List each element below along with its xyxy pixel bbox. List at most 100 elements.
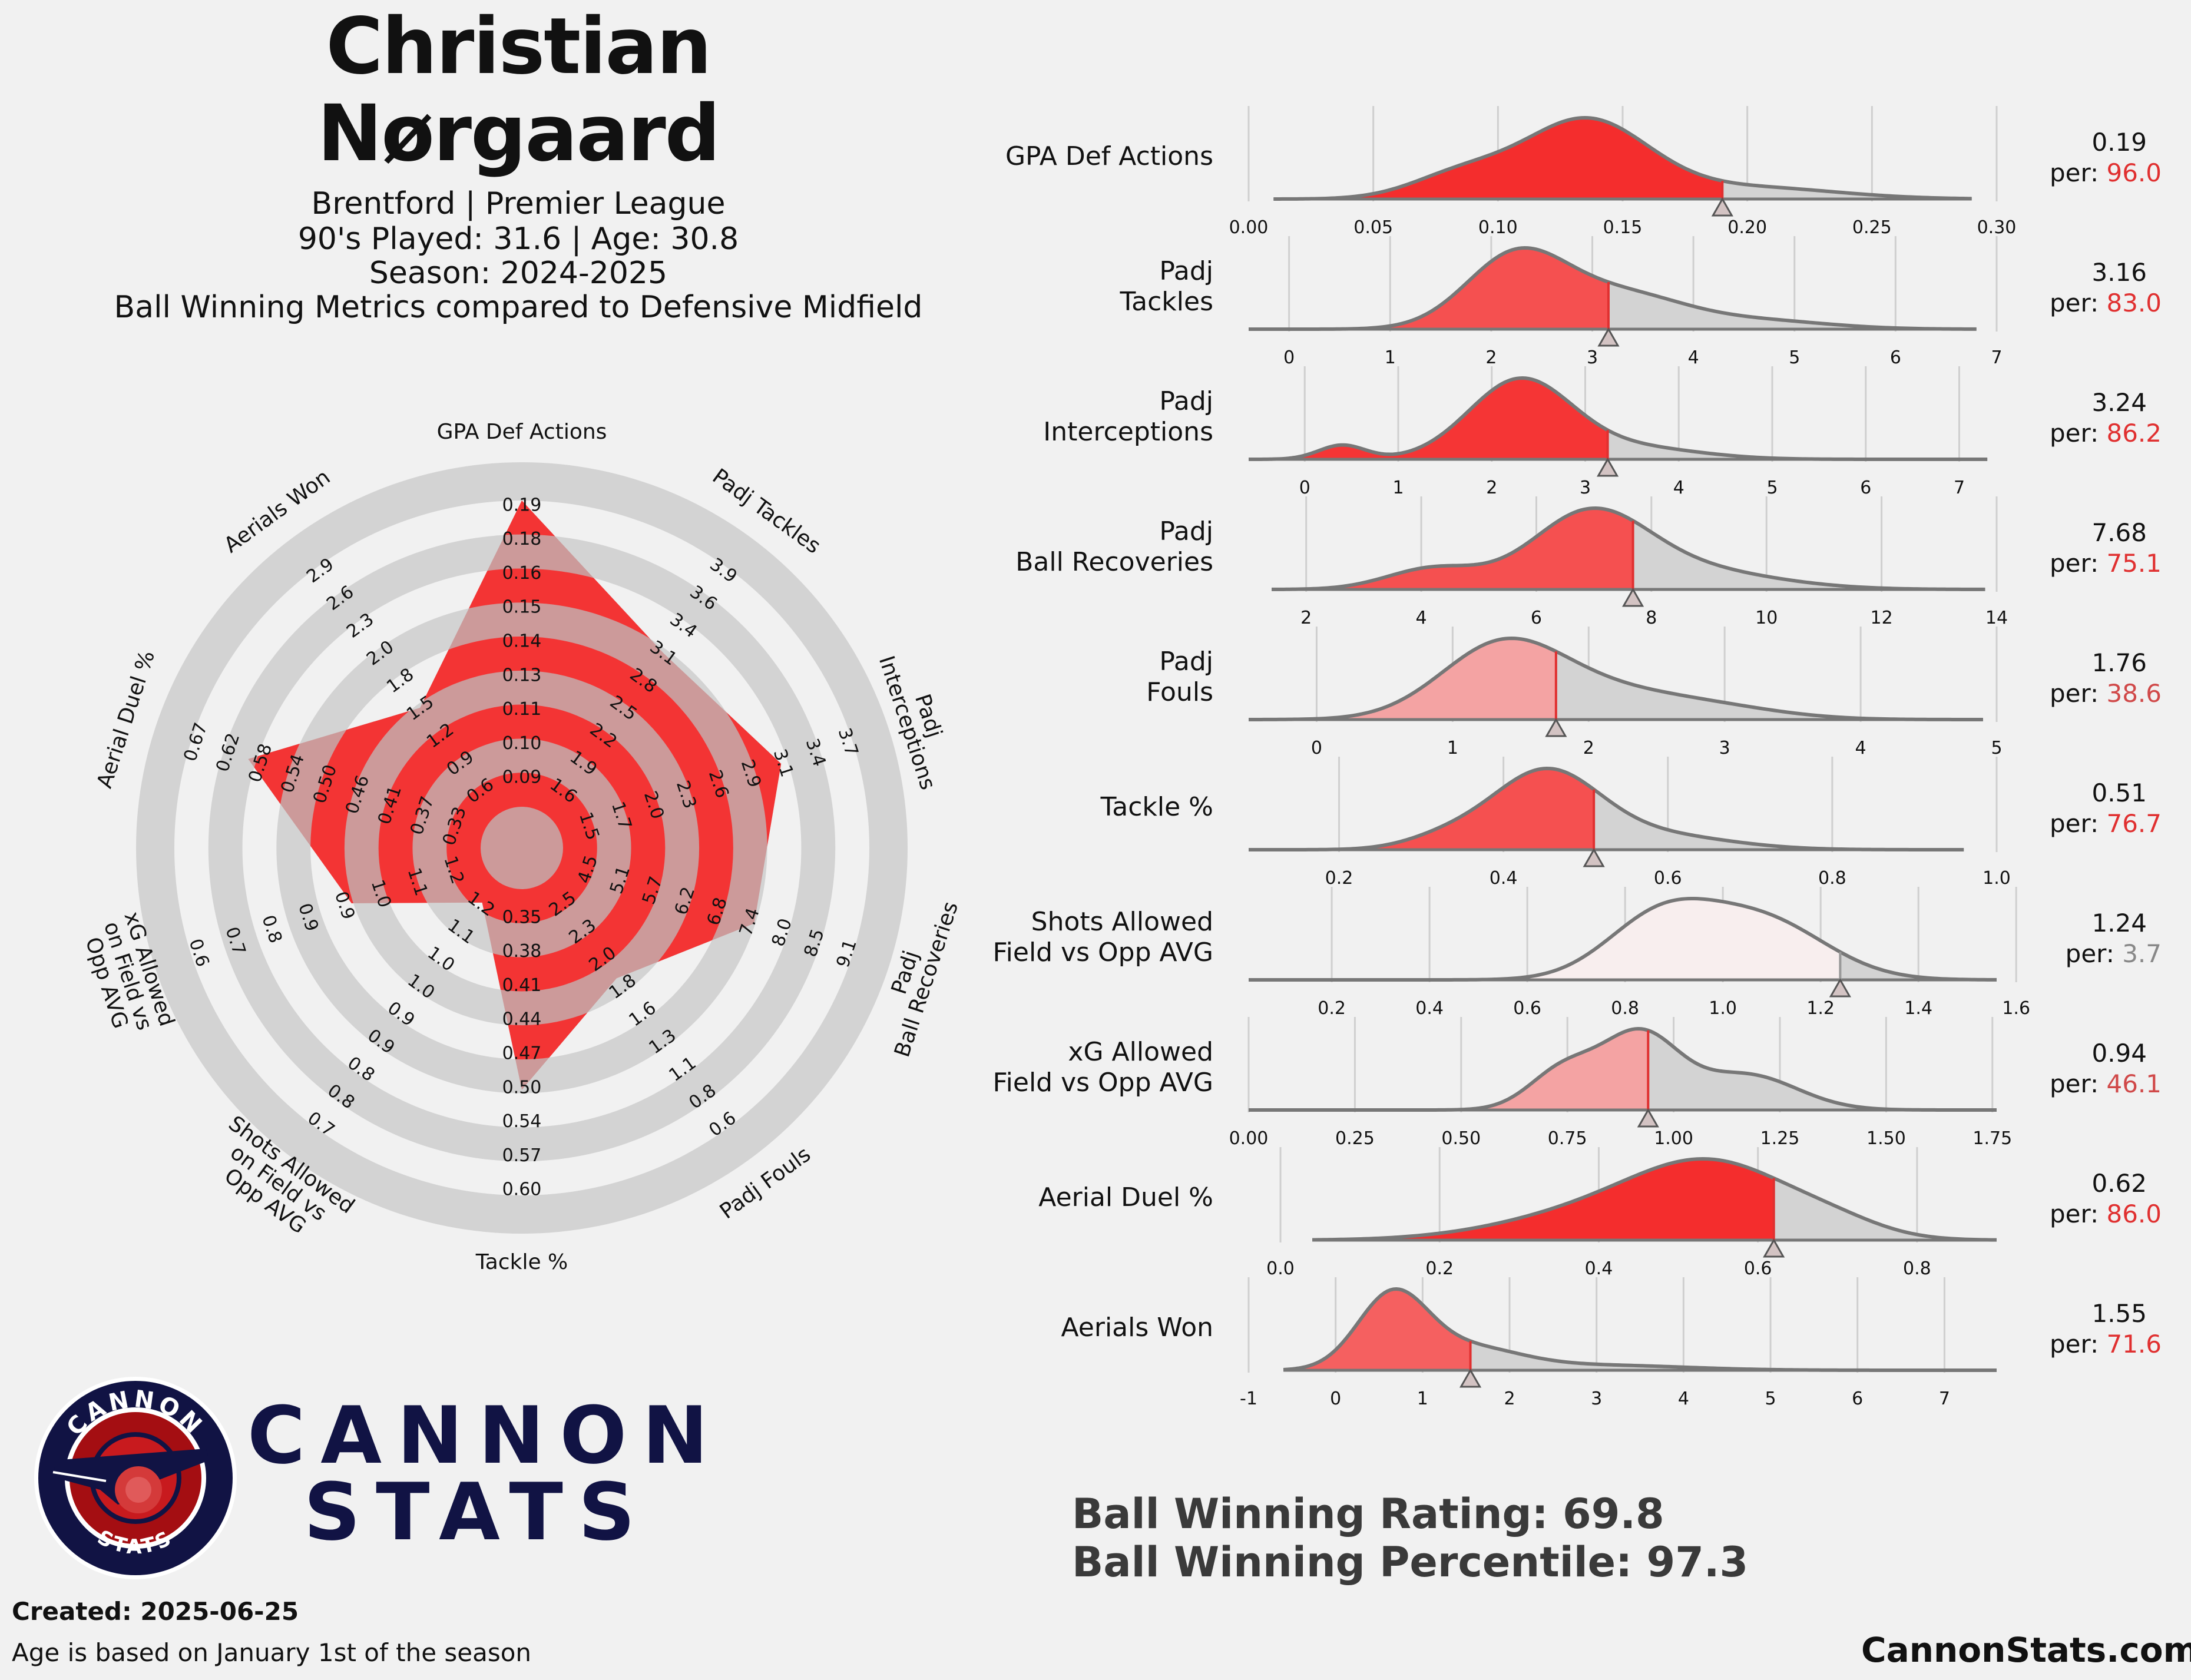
radar-tick-label: 0.16 xyxy=(502,563,542,584)
density-tick-label: 2 xyxy=(1486,478,1497,498)
percentile-prefix: per: xyxy=(2050,158,2107,187)
density-tick-label: 0 xyxy=(1299,478,1310,498)
radar-tick-label: 0.18 xyxy=(502,529,542,549)
player-name-last: Nørgaard xyxy=(317,88,720,179)
radar-metric-label-line: Tackle % xyxy=(475,1250,568,1274)
density-tick-label: 0.8 xyxy=(1818,868,1846,889)
density-value-marker xyxy=(1545,717,1567,737)
density-tick-label: 4 xyxy=(1673,478,1684,498)
density-percentile-text: per: 76.7 xyxy=(2050,809,2162,838)
density-value-marker xyxy=(1763,1238,1785,1258)
density-tick-label: 4 xyxy=(1416,608,1427,628)
density-percentile-text: per: 75.1 xyxy=(2050,549,2162,578)
density-value-text: 7.68 xyxy=(2091,518,2147,547)
density-percentile-fill xyxy=(1312,1159,1774,1240)
density-curve xyxy=(1273,115,1972,201)
percentile-prefix: per: xyxy=(2050,809,2107,838)
density-tick-label: 6 xyxy=(1852,1389,1863,1409)
site-link[interactable]: CannonStats.com xyxy=(1861,1630,2191,1670)
density-tick-label: 10 xyxy=(1755,608,1778,628)
cannon-icon xyxy=(52,1449,209,1513)
density-value-text: 0.62 xyxy=(2091,1169,2147,1198)
density-tick-label: 0.00 xyxy=(1229,1128,1269,1149)
radar-tick-label: 0.19 xyxy=(502,495,542,515)
percentile-prefix: per: xyxy=(2050,1330,2107,1358)
density-metric-label: Padj xyxy=(1159,386,1213,416)
density-value-text: 1.24 xyxy=(2091,909,2147,937)
percentile-prefix: per: xyxy=(2050,419,2107,448)
density-value-text: 1.55 xyxy=(2091,1299,2147,1328)
density-tick-label: 0.6 xyxy=(1513,998,1541,1019)
density-percentile-text: per: 86.0 xyxy=(2050,1199,2162,1228)
density-value-marker xyxy=(1829,977,1851,998)
percentile-value: 96.0 xyxy=(2106,158,2162,187)
density-metric-label: Fouls xyxy=(1146,677,1213,707)
density-value-text: 3.24 xyxy=(2091,388,2147,417)
density-tick-label: 0.2 xyxy=(1425,1258,1454,1279)
density-tick-label: 3 xyxy=(1587,347,1598,368)
brand-line-1: CANNON xyxy=(247,1390,724,1482)
density-row: 0.00 0.25 0.50 0.75 1.00 1.25 1.50 1.75 xG Allow… xyxy=(989,1017,2162,1149)
density-value-marker xyxy=(1711,197,1733,217)
density-tick-label: 8 xyxy=(1646,608,1657,628)
density-value-text: 0.19 xyxy=(2091,128,2147,157)
density-tick-label: 0.15 xyxy=(1603,217,1643,238)
density-tick-label: 0.20 xyxy=(1727,217,1767,238)
density-tick-label: 0.00 xyxy=(1229,217,1269,238)
density-tick-label: 6 xyxy=(1531,608,1542,628)
density-tick-label: 2 xyxy=(1504,1389,1515,1409)
density-percentile-fill xyxy=(1273,118,1723,199)
ball-winning-percentile: Ball Winning Percentile: 97.3 xyxy=(1072,1538,1749,1586)
density-tick-label: 0.6 xyxy=(1744,1258,1772,1279)
density-tick-label: 1.50 xyxy=(1866,1128,1906,1149)
density-tick-label: 5 xyxy=(1766,478,1778,498)
radar-tick-label: 0.10 xyxy=(502,733,542,754)
density-tick-label: 1 xyxy=(1417,1389,1428,1409)
density-percentile-text: per: 38.6 xyxy=(2050,679,2162,708)
density-tick-label: 5 xyxy=(1789,347,1800,368)
percentile-prefix: per: xyxy=(2050,289,2107,317)
radar-tick-label: 0.15 xyxy=(502,597,542,618)
density-tick-label: 1.00 xyxy=(1654,1128,1693,1149)
density-tick-label: 4 xyxy=(1688,347,1699,368)
radar-tick-label: 0.47 xyxy=(502,1043,542,1064)
radar-fill-group xyxy=(248,501,782,1090)
radar-tick-label: 0.50 xyxy=(502,1077,542,1098)
percentile-value: 76.7 xyxy=(2106,809,2162,838)
season: Season: 2024-2025 xyxy=(369,256,668,291)
percentile-value: 75.1 xyxy=(2106,549,2162,578)
density-value-marker xyxy=(1597,327,1620,347)
radar-fill-band xyxy=(446,773,597,923)
density-percentile-fill xyxy=(1249,768,1594,850)
density-value-marker xyxy=(1583,847,1605,867)
density-tick-label: 1.75 xyxy=(1972,1128,2012,1149)
density-tick-label: 1.0 xyxy=(1709,998,1737,1019)
density-percentile-text: per: 83.0 xyxy=(2050,289,2162,317)
density-tick-label: 0 xyxy=(1311,738,1322,758)
percentile-value: 46.1 xyxy=(2106,1069,2162,1098)
density-metric-label: on Field vs Opp AVG xyxy=(989,937,1213,967)
radar-tick-label: 0.60 xyxy=(502,1179,542,1200)
density-area xyxy=(1249,768,1964,850)
density-tick-label: -1 xyxy=(1240,1389,1257,1409)
density-metric-label: Aerials Won xyxy=(1061,1313,1213,1343)
radar-tick-label: 0.38 xyxy=(502,941,542,962)
density-percentile-fill xyxy=(1283,1289,1471,1370)
comparison-note: Ball Winning Metrics compared to Defensi… xyxy=(114,290,923,325)
density-metric-label: on Field vs Opp AVG xyxy=(989,1068,1213,1098)
density-value-text: 1.76 xyxy=(2091,648,2147,677)
radar-tick-label: 0.35 xyxy=(502,907,542,927)
density-tick-label: 0 xyxy=(1330,1389,1341,1409)
density-metric-label: Shots Allowed xyxy=(1031,907,1213,937)
percentile-prefix: per: xyxy=(2050,679,2107,708)
radar-metric-label: Tackle % xyxy=(475,1250,568,1274)
density-tick-label: 0.4 xyxy=(1415,998,1444,1019)
percentile-value: 38.6 xyxy=(2106,679,2162,708)
density-curve xyxy=(1272,506,1985,591)
